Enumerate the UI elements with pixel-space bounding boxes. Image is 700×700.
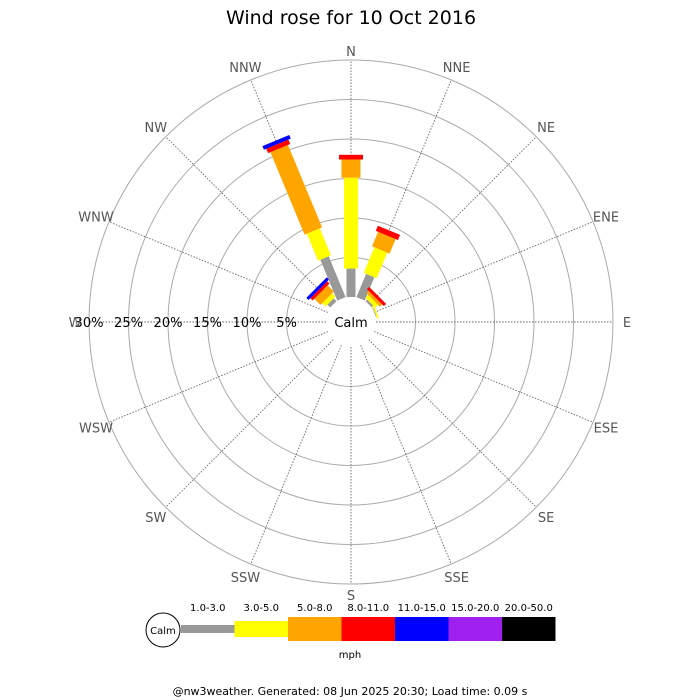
spoke-ssw bbox=[250, 344, 342, 565]
radial-tick-label-25: 25% bbox=[114, 316, 143, 331]
bar-segment-nw-2 bbox=[314, 285, 334, 305]
spoke-wsw bbox=[108, 331, 329, 423]
legend-label-2: 5.0-8.0 bbox=[297, 603, 332, 614]
bar-stack-n bbox=[339, 154, 363, 297]
legend-label-5: 15.0-20.0 bbox=[451, 603, 499, 614]
bar-segment-nnw-4 bbox=[262, 134, 291, 150]
spoke-nw bbox=[165, 136, 334, 305]
direction-label-sse: SSE bbox=[444, 571, 469, 586]
footer-text: @nw3weather. Generated: 08 Jun 2025 20:3… bbox=[173, 685, 528, 698]
direction-label-n: N bbox=[346, 45, 356, 60]
radial-tick-label-20: 20% bbox=[154, 316, 183, 331]
spoke-wnw bbox=[108, 221, 329, 313]
bar-segment-nnw-3 bbox=[266, 139, 291, 154]
direction-label-se: SE bbox=[538, 511, 554, 526]
direction-label-sw: SW bbox=[145, 511, 166, 526]
bar-segment-n-2 bbox=[341, 159, 361, 178]
legend-swatch-0 bbox=[181, 625, 235, 633]
bar-segment-ene-0 bbox=[372, 307, 377, 317]
legend-units: mph bbox=[339, 650, 361, 661]
rose-grid bbox=[88, 59, 614, 585]
legend-calm-circle bbox=[145, 612, 181, 648]
legend-swatch-4 bbox=[395, 617, 449, 641]
radial-tick-labels: 5% 10% 15% 20% 25% 30% bbox=[75, 316, 297, 331]
spoke-sse bbox=[360, 344, 452, 565]
grid-ring-25 bbox=[128, 99, 574, 545]
bar-segment-n-0 bbox=[346, 268, 356, 297]
legend-label-4: 11.0-15.0 bbox=[398, 603, 446, 614]
legend-swatch-5 bbox=[448, 617, 502, 641]
grid-ring-20 bbox=[167, 138, 535, 506]
rose-bars bbox=[262, 134, 401, 319]
legend-label-6: 20.0-50.0 bbox=[505, 603, 553, 614]
radial-tick-label-5: 5% bbox=[276, 316, 297, 331]
bar-stack-nw bbox=[306, 277, 337, 308]
spoke-ne bbox=[368, 136, 537, 305]
direction-label-s: S bbox=[347, 589, 355, 604]
chart-title: Wind rose for 10 Oct 2016 bbox=[226, 7, 476, 29]
bar-segment-nw-4 bbox=[306, 277, 330, 301]
bar-segment-nnw-0 bbox=[320, 256, 346, 301]
calm-center-mask bbox=[326, 297, 376, 347]
direction-label-wsw: WSW bbox=[79, 422, 113, 437]
bar-segment-nne-0 bbox=[356, 273, 375, 301]
legend-label-0: 1.0-3.0 bbox=[190, 603, 225, 614]
legend-swatch-1 bbox=[234, 621, 288, 637]
bar-segment-ne-1 bbox=[365, 294, 379, 308]
bar-segment-nw-3 bbox=[310, 281, 330, 301]
bar-stack-ne bbox=[365, 286, 387, 308]
direction-label-w: W bbox=[69, 316, 82, 331]
radial-tick-label-10: 10% bbox=[233, 316, 262, 331]
spoke-ese bbox=[373, 331, 594, 423]
bar-segment-n-1 bbox=[344, 177, 358, 269]
bar-segment-nw-0 bbox=[327, 298, 337, 308]
legend-swatch-6 bbox=[502, 617, 556, 641]
legend-swatch-3 bbox=[341, 617, 395, 641]
radial-tick-label-30: 30% bbox=[75, 316, 104, 331]
bar-segment-nne-1 bbox=[363, 247, 388, 279]
direction-label-nnw: NNW bbox=[229, 61, 261, 76]
legend-label-3: 8.0-11.0 bbox=[347, 603, 389, 614]
legend-swatch-2 bbox=[288, 617, 342, 641]
bar-segment-nnw-1 bbox=[306, 228, 331, 261]
legend-calm-label: Calm bbox=[150, 626, 176, 637]
bar-stack-nnw bbox=[262, 134, 346, 301]
direction-label-nne: NNE bbox=[443, 61, 471, 76]
bar-segment-nne-2 bbox=[372, 231, 396, 254]
direction-label-nw: NW bbox=[145, 121, 168, 136]
calm-center: Calm bbox=[326, 297, 376, 347]
direction-label-ese: ESE bbox=[594, 422, 619, 437]
bar-stack-ene bbox=[372, 305, 379, 319]
direction-label-ssw: SSW bbox=[231, 571, 261, 586]
spoke-ene bbox=[373, 221, 594, 313]
bar-segment-nne-3 bbox=[375, 225, 401, 240]
radial-tick-label-15: 15% bbox=[193, 316, 222, 331]
bar-segment-ne-0 bbox=[365, 299, 374, 308]
bar-segment-ne-2 bbox=[366, 290, 383, 307]
direction-label-ne: NE bbox=[537, 121, 555, 136]
grid-ring-30 bbox=[88, 59, 614, 585]
bar-segment-nnw-2 bbox=[270, 144, 323, 235]
bar-segment-n-3 bbox=[339, 154, 363, 160]
legend-label-1: 3.0-5.0 bbox=[244, 603, 279, 614]
direction-label-e: E bbox=[623, 316, 631, 331]
calm-center-label: Calm bbox=[334, 316, 367, 331]
direction-label-wnw: WNW bbox=[78, 210, 114, 225]
bar-segment-ne-3 bbox=[366, 286, 387, 307]
spoke-sw bbox=[165, 339, 334, 508]
bar-segment-nw-1 bbox=[322, 293, 336, 307]
spoke-se bbox=[368, 339, 537, 508]
bar-segment-ene-1 bbox=[372, 305, 379, 319]
direction-labels: N NNE NE ENE E ESE SE SSE S SSW SW WSW W WNW NW NNW bbox=[69, 45, 632, 604]
bar-stack-nne bbox=[356, 225, 401, 301]
speed-legend: Calm mph 1.0-3.0 3.0-5.0 5.0-8.0 8.0-11.0 11… bbox=[145, 603, 556, 661]
direction-label-ene: ENE bbox=[593, 210, 619, 225]
